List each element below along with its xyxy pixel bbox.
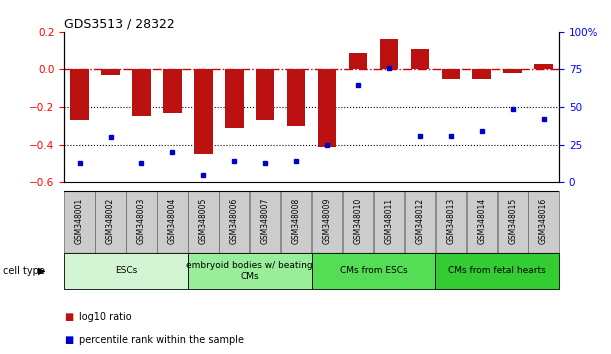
Text: log10 ratio: log10 ratio (79, 312, 132, 322)
Text: percentile rank within the sample: percentile rank within the sample (79, 335, 244, 345)
Text: CMs from fetal hearts: CMs from fetal hearts (448, 266, 546, 275)
Text: GSM348013: GSM348013 (446, 198, 455, 244)
Text: GSM348011: GSM348011 (384, 198, 393, 244)
Bar (379, 39, 398, 69)
FancyBboxPatch shape (312, 191, 342, 253)
FancyBboxPatch shape (497, 191, 528, 253)
Bar (256, 69, 274, 120)
Text: embryoid bodies w/ beating
CMs: embryoid bodies w/ beating CMs (186, 261, 313, 280)
FancyBboxPatch shape (64, 253, 188, 289)
FancyBboxPatch shape (157, 191, 188, 253)
Bar (70, 69, 89, 120)
Text: GSM348002: GSM348002 (106, 198, 115, 244)
FancyBboxPatch shape (436, 191, 466, 253)
FancyBboxPatch shape (126, 191, 156, 253)
Text: GSM348006: GSM348006 (230, 197, 239, 244)
FancyBboxPatch shape (65, 191, 95, 253)
Bar (194, 69, 213, 154)
Bar (318, 69, 336, 147)
FancyBboxPatch shape (95, 191, 126, 253)
FancyBboxPatch shape (281, 191, 311, 253)
FancyBboxPatch shape (188, 191, 219, 253)
FancyBboxPatch shape (467, 191, 497, 253)
Text: ■: ■ (64, 312, 73, 322)
Text: ESCs: ESCs (115, 266, 137, 275)
Bar (132, 69, 151, 116)
Bar (535, 64, 553, 69)
Text: GSM348014: GSM348014 (477, 198, 486, 244)
Text: GSM348008: GSM348008 (291, 198, 301, 244)
Text: GSM348012: GSM348012 (415, 198, 425, 244)
Bar (225, 69, 244, 128)
Text: GDS3513 / 28322: GDS3513 / 28322 (64, 18, 175, 31)
FancyBboxPatch shape (250, 191, 280, 253)
FancyBboxPatch shape (219, 191, 249, 253)
Text: ■: ■ (64, 335, 73, 345)
Text: GSM348004: GSM348004 (168, 197, 177, 244)
FancyBboxPatch shape (312, 253, 436, 289)
Bar (101, 69, 120, 75)
FancyBboxPatch shape (436, 253, 559, 289)
FancyBboxPatch shape (188, 253, 312, 289)
Text: GSM348009: GSM348009 (323, 197, 332, 244)
Text: GSM348001: GSM348001 (75, 198, 84, 244)
Bar (287, 69, 306, 126)
Bar (503, 69, 522, 73)
Bar (442, 69, 460, 79)
Text: cell type: cell type (3, 266, 45, 276)
FancyBboxPatch shape (404, 191, 435, 253)
Text: GSM348015: GSM348015 (508, 198, 517, 244)
Text: CMs from ESCs: CMs from ESCs (340, 266, 408, 275)
Bar (472, 69, 491, 79)
Text: GSM348005: GSM348005 (199, 197, 208, 244)
FancyBboxPatch shape (529, 191, 558, 253)
Text: ▶: ▶ (38, 266, 45, 276)
Text: GSM348016: GSM348016 (539, 198, 548, 244)
Text: GSM348010: GSM348010 (354, 198, 362, 244)
FancyBboxPatch shape (374, 191, 404, 253)
Bar (349, 52, 367, 69)
FancyBboxPatch shape (343, 191, 373, 253)
Bar (411, 49, 429, 69)
Bar (163, 69, 181, 113)
Text: GSM348003: GSM348003 (137, 197, 146, 244)
Text: GSM348007: GSM348007 (261, 197, 269, 244)
